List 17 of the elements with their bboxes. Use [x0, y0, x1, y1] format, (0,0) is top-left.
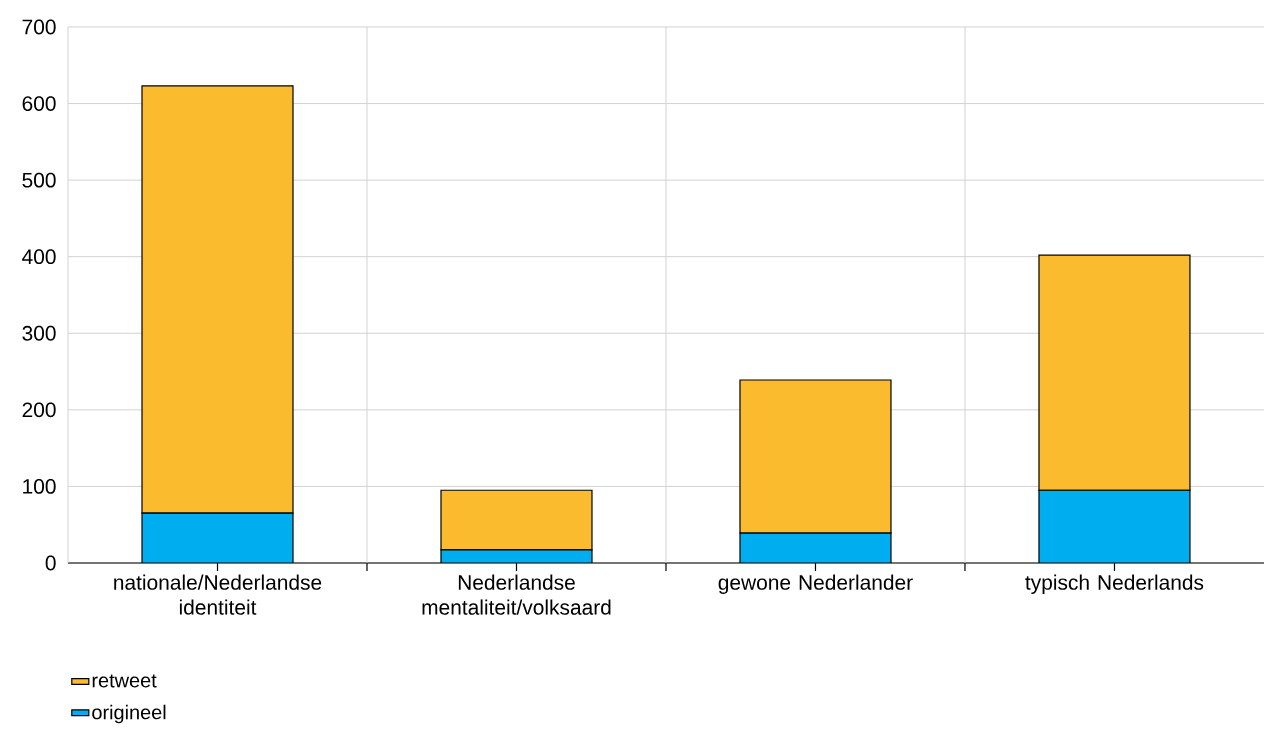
y-tick-label: 300: [22, 325, 56, 341]
y-tick-label: 400: [22, 249, 56, 265]
y-tick-label: 0: [45, 555, 56, 571]
legend-label: retweet: [92, 674, 157, 688]
y-tick-label: 600: [22, 96, 56, 111]
bar: [142, 513, 293, 563]
y-tick-label: 100: [23, 479, 56, 494]
legend-label: origineel: [92, 704, 166, 724]
x-tick-label: Nederlandse mentaliteit/volksaard: [422, 574, 611, 615]
bar: [1038, 489, 1191, 563]
x-tick-label: gewone Nederlander: [718, 574, 913, 595]
y-tick-label: 500: [22, 172, 56, 188]
y-tick-label: 700: [22, 19, 56, 35]
y-tick-label: 200: [22, 402, 56, 418]
x-tick-label: typisch Nederlands: [1025, 574, 1204, 595]
x-tick-label: nationale/Nederlandse identiteit: [114, 574, 322, 615]
bar: [739, 533, 891, 563]
